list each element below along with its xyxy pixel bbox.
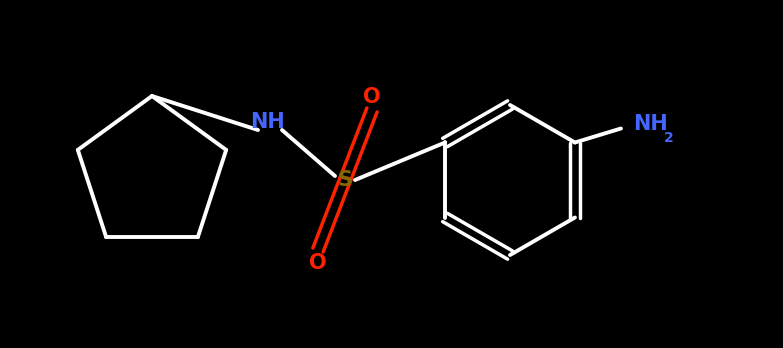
Text: S: S xyxy=(337,170,352,190)
Text: O: O xyxy=(363,87,381,107)
Text: NH: NH xyxy=(251,112,285,132)
Text: O: O xyxy=(309,253,327,273)
Text: NH: NH xyxy=(633,114,668,134)
Text: 2: 2 xyxy=(663,132,673,145)
